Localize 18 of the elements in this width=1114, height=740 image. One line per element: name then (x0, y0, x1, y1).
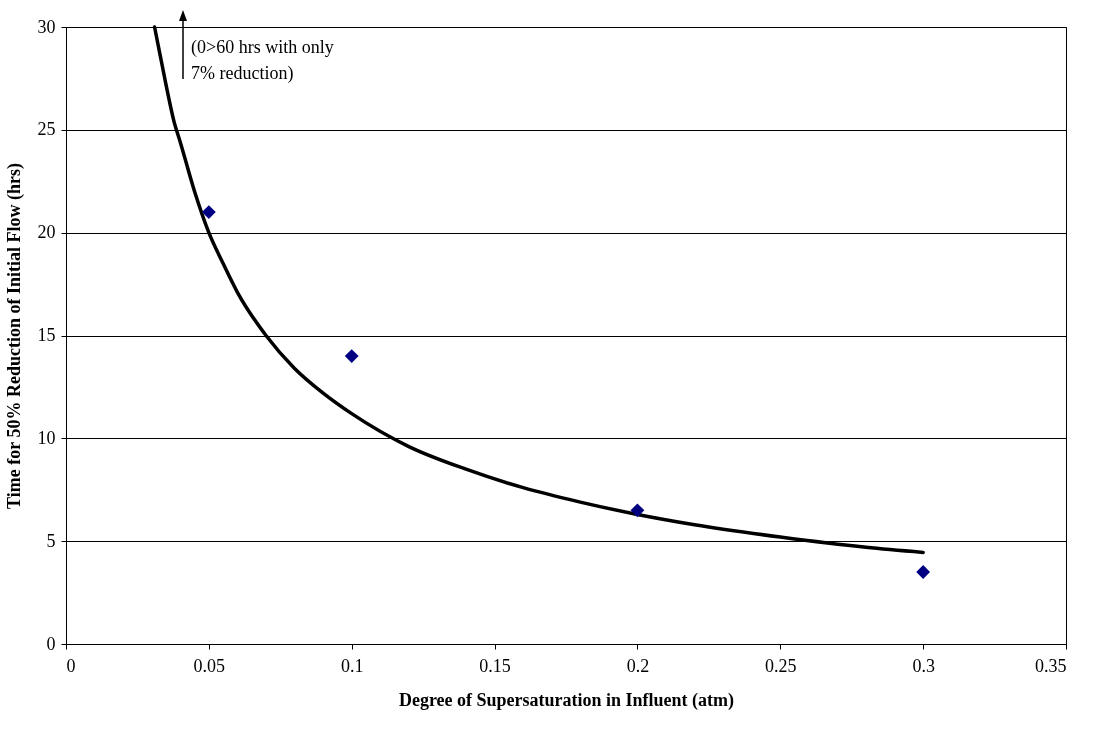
y-tick-label: 5 (46, 530, 56, 551)
x-tick-label: 0.35 (1035, 655, 1067, 676)
x-tick-label: 0.25 (765, 655, 797, 676)
y-axis-title: Time for 50% Reduction of Initial Flow (hrs) (3, 163, 25, 509)
x-tick-label: 0.05 (193, 655, 226, 676)
y-tick-label: 0 (46, 633, 56, 654)
y-tick-label: 25 (37, 119, 56, 140)
x-tick-label: 0.1 (340, 655, 364, 676)
x-tick-label: 0.2 (626, 655, 650, 676)
x-tick-label: 0 (66, 655, 76, 676)
x-axis-title: Degree of Supersaturation in Influent (atm) (398, 689, 735, 711)
y-tick-label: 10 (37, 427, 56, 448)
y-tick-label: 30 (37, 16, 56, 37)
y-tick-label: 15 (37, 325, 56, 345)
annotation: (0>60 hrs with only 7% reduction) (191, 37, 334, 84)
x-tick-label: 0.15 (479, 655, 511, 676)
y-tick-label: 20 (37, 222, 56, 243)
x-tick-label: 0.3 (912, 655, 935, 676)
